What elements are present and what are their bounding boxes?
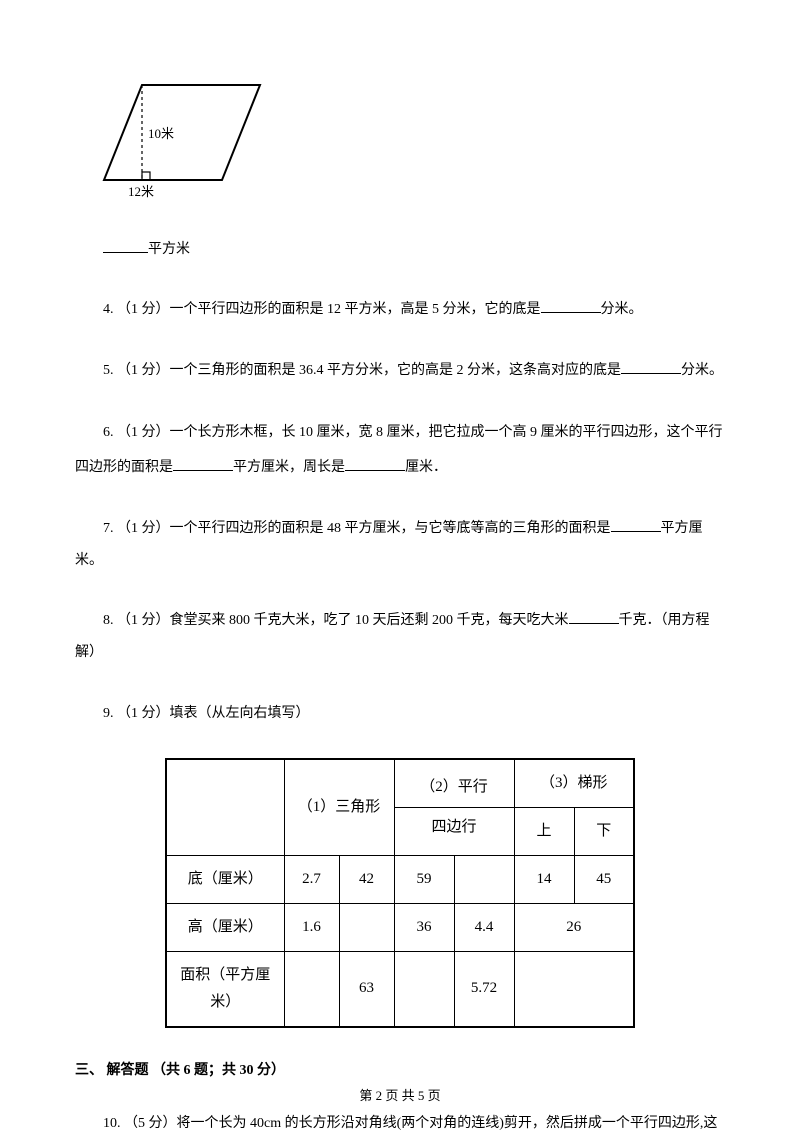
- cell-r1c1: 2.7: [284, 855, 339, 903]
- cell-r2c3: 36: [394, 903, 454, 951]
- row-label-height: 高（厘米）: [166, 903, 284, 951]
- parallelogram-svg: 10米 12米: [100, 80, 270, 205]
- base-label-text: 12米: [128, 184, 154, 199]
- q3-blank: [103, 239, 148, 253]
- page-footer: 第 2 页 共 5 页: [0, 1084, 800, 1107]
- q3-answer-line: 平方米: [75, 234, 725, 266]
- geometry-table: （1）三角形 （2）平行 （3）梯形 四边行 上 下 底（厘米） 2.7 42 …: [165, 758, 635, 1028]
- q4-text-a: 4. （1 分）一个平行四边形的面积是 12 平方米，高是 5 分米，它的底是: [103, 302, 541, 317]
- cell-r3c4: 5.72: [454, 951, 514, 1027]
- cell-r2c1: 1.6: [284, 903, 339, 951]
- right-angle-marker: [142, 172, 150, 180]
- q5-text-b: 分米。: [681, 363, 723, 378]
- q6-blank-1: [173, 457, 233, 471]
- row-label-base: 底（厘米）: [166, 855, 284, 903]
- q5-blank: [621, 360, 681, 374]
- header-trapezoid: （3）梯形: [514, 759, 634, 808]
- question-5: 5. （1 分）一个三角形的面积是 36.4 平方分米，它的高是 2 分米，这条…: [75, 355, 725, 387]
- table-row-area: 面积（平方厘米） 63 5.72: [166, 951, 634, 1027]
- q8-text-a: 8. （1 分）食堂买来 800 千克大米，吃了 10 天后还剩 200 千克，…: [103, 613, 569, 628]
- q3-unit: 平方米: [148, 242, 190, 257]
- cell-r3c2: 63: [339, 951, 394, 1027]
- q6-blank-2: [345, 457, 405, 471]
- cell-r2c2: [339, 903, 394, 951]
- q7-blank: [611, 518, 661, 532]
- parallelogram-diagram: 10米 12米: [100, 80, 725, 214]
- header-parallel-b: 四边行: [394, 807, 514, 855]
- cell-r2c4: 4.4: [454, 903, 514, 951]
- header-parallel-a: （2）平行: [394, 759, 514, 808]
- header-trap-down: 下: [574, 807, 634, 855]
- q4-text-b: 分米。: [601, 302, 643, 317]
- cell-r3c1: [284, 951, 339, 1027]
- header-triangle: （1）三角形: [284, 759, 394, 856]
- q6-text-b: 平方厘米，周长是: [233, 460, 345, 475]
- height-label-text: 10米: [148, 126, 174, 141]
- question-4: 4. （1 分）一个平行四边形的面积是 12 平方米，高是 5 分米，它的底是 分…: [75, 294, 725, 326]
- geometry-table-wrapper: （1）三角形 （2）平行 （3）梯形 四边行 上 下 底（厘米） 2.7 42 …: [75, 758, 725, 1028]
- q4-blank: [541, 299, 601, 313]
- table-header-row-1: （1）三角形 （2）平行 （3）梯形: [166, 759, 634, 808]
- cell-r1c3: 59: [394, 855, 454, 903]
- cell-r1c4: [454, 855, 514, 903]
- header-trap-up: 上: [514, 807, 574, 855]
- q9-text: 9. （1 分）填表（从左向右填写）: [103, 706, 310, 721]
- question-7: 7. （1 分）一个平行四边形的面积是 48 平方厘米，与它等底等高的三角形的面…: [75, 513, 725, 577]
- cell-r3c3: [394, 951, 454, 1027]
- cell-r3c56: [514, 951, 634, 1027]
- q8-blank: [569, 610, 619, 624]
- question-8: 8. （1 分）食堂买来 800 千克大米，吃了 10 天后还剩 200 千克，…: [75, 605, 725, 669]
- question-6: 6. （1 分）一个长方形木框，长 10 厘米，宽 8 厘米，把它拉成一个高 9…: [75, 415, 725, 485]
- q7-text-a: 7. （1 分）一个平行四边形的面积是 48 平方厘米，与它等底等高的三角形的面…: [103, 521, 611, 536]
- cell-r1c5: 14: [514, 855, 574, 903]
- cell-r1c6: 45: [574, 855, 634, 903]
- parallelogram-shape: [104, 85, 260, 180]
- cell-r2c56: 26: [514, 903, 634, 951]
- q6-text-c: 厘米．: [405, 460, 447, 475]
- section-3-header: 三、 解答题 （共 6 题；共 30 分）: [75, 1058, 725, 1083]
- table-row-height: 高（厘米） 1.6 36 4.4 26: [166, 903, 634, 951]
- cell-r1c2: 42: [339, 855, 394, 903]
- question-9: 9. （1 分）填表（从左向右填写）: [75, 698, 725, 730]
- q5-text-a: 5. （1 分）一个三角形的面积是 36.4 平方分米，它的高是 2 分米，这条…: [103, 363, 621, 378]
- q10-text: 10. （5 分）将一个长为 40cm 的长方形沿对角线(两个对角的连线)剪开，…: [103, 1116, 717, 1131]
- header-empty: [166, 759, 284, 856]
- row-label-area: 面积（平方厘米）: [166, 951, 284, 1027]
- question-10: 10. （5 分）将一个长为 40cm 的长方形沿对角线(两个对角的连线)剪开，…: [75, 1108, 725, 1140]
- table-row-base: 底（厘米） 2.7 42 59 14 45: [166, 855, 634, 903]
